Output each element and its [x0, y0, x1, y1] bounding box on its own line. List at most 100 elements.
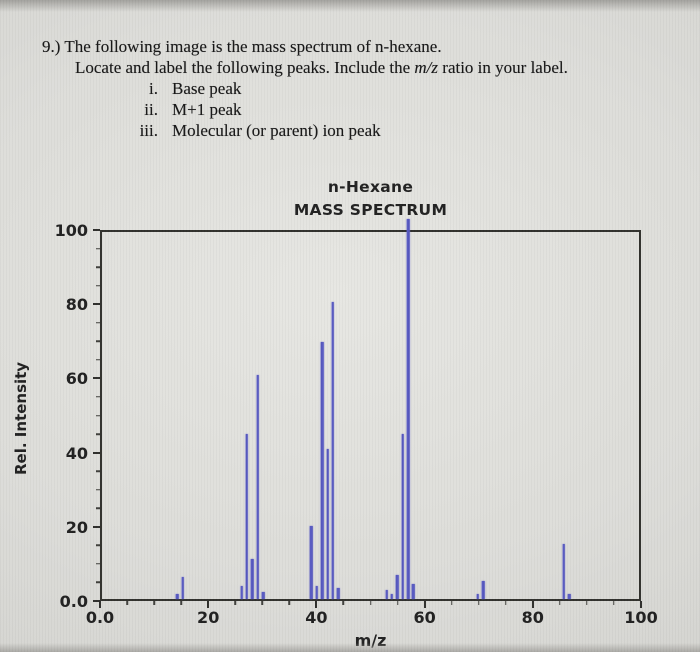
peak-mz-14	[175, 593, 179, 599]
x-tick-label-40: 40	[305, 608, 328, 627]
question-item-3: iii. Molecular (or parent) ion peak	[42, 120, 672, 141]
y-tick-label-60: 60	[65, 369, 88, 389]
y-major-tick-100	[93, 229, 100, 231]
peak-mz-71	[482, 580, 485, 599]
x-minor-tick-55	[396, 601, 399, 605]
question-number: 9.)	[42, 37, 61, 56]
peak-mz-55	[396, 575, 399, 599]
mz-italic: m/z	[414, 58, 439, 77]
y-axis-ticks	[91, 229, 100, 602]
x-tick-label-80: 80	[521, 608, 544, 627]
x-major-tick-40	[315, 601, 318, 608]
item-numeral: i.	[149, 79, 158, 98]
peak-mz-27	[245, 433, 249, 599]
y-tick-label-40: 40	[65, 443, 88, 463]
x-minor-tick-85	[559, 601, 561, 605]
peak-mz-43	[331, 301, 335, 599]
x-minor-tick-70	[477, 601, 480, 605]
y-minor-tick-25	[96, 507, 100, 509]
y-tick-label-20: 20	[65, 517, 88, 537]
y-major-tick-60	[93, 377, 100, 380]
peak-mz-26	[240, 586, 243, 599]
y-minor-tick-35	[96, 470, 100, 472]
x-minor-tick-50	[369, 601, 372, 605]
y-major-tick-40	[93, 451, 100, 454]
photo-bottom-shadow	[0, 643, 700, 652]
x-major-tick-0	[99, 601, 101, 608]
y-minor-tick-85	[96, 284, 100, 287]
y-minor-tick-50	[96, 414, 100, 417]
x-minor-tick-5	[126, 601, 128, 605]
peak-mz-40	[315, 586, 319, 599]
y-axis-title: Rel. Intensity	[12, 361, 30, 475]
x-major-tick-100	[640, 601, 642, 608]
peak-mz-15	[181, 576, 184, 599]
x-tick-label-100: 100	[624, 608, 658, 627]
x-tick-label-20: 20	[197, 608, 220, 627]
x-tick-label-60: 60	[413, 608, 436, 627]
y-minor-tick-30	[96, 488, 100, 491]
y-minor-tick-10	[96, 563, 100, 565]
peak-mz-41	[320, 342, 324, 599]
x-minor-tick-35	[288, 601, 291, 605]
item-numeral: iii.	[139, 121, 158, 140]
x-major-tick-80	[531, 601, 534, 608]
item-label: M+1 peak	[172, 100, 242, 119]
y-minor-tick-45	[96, 433, 100, 435]
question-block: 9.) The following image is the mass spec…	[42, 36, 672, 141]
question-line2: Locate and label the following peaks. In…	[75, 58, 568, 77]
y-minor-tick-65	[96, 359, 100, 361]
y-major-tick-0	[93, 600, 100, 602]
x-minor-tick-45	[342, 601, 345, 605]
peak-mz-44	[337, 588, 340, 599]
x-axis-ticks	[99, 601, 642, 610]
peak-mz-87	[567, 593, 571, 599]
item-label: Molecular (or parent) ion peak	[172, 121, 381, 140]
peak-mz-86	[562, 543, 566, 599]
x-minor-tick-95	[613, 601, 615, 605]
item-label: Base peak	[172, 79, 242, 98]
peak-mz-42	[326, 448, 329, 599]
chart-title: n-Hexane MASS SPECTRUM	[100, 176, 641, 222]
spectrum-peaks	[102, 219, 639, 599]
question-item-1: i. Base peak	[42, 78, 672, 99]
peak-mz-70	[476, 593, 480, 599]
peak-mz-54	[390, 593, 394, 599]
x-minor-tick-90	[586, 601, 588, 605]
peak-mz-58	[412, 584, 415, 599]
y-tick-label-80: 80	[65, 295, 88, 315]
x-minor-tick-10	[153, 601, 155, 605]
y-major-tick-20	[93, 525, 100, 528]
question-line1: 9.) The following image is the mass spec…	[42, 37, 442, 56]
y-minor-tick-75	[96, 322, 100, 324]
plot-area	[100, 219, 641, 601]
x-tick-label-0: 0.0	[85, 608, 115, 627]
x-minor-tick-75	[505, 601, 507, 605]
x-minor-tick-30	[261, 601, 264, 605]
y-major-tick-80	[93, 303, 100, 306]
photo-top-shadow	[0, 0, 700, 12]
y-minor-tick-95	[96, 247, 100, 250]
y-minor-tick-15	[96, 544, 100, 547]
x-major-tick-20	[207, 601, 210, 608]
question-item-2: ii. M+1 peak	[42, 99, 672, 120]
y-tick-label-100: 100	[54, 221, 88, 240]
y-minor-tick-55	[96, 396, 100, 398]
y-minor-tick-90	[96, 266, 100, 268]
y-axis-tick-labels: 100 80 60 40 20 0.0	[30, 221, 88, 611]
item-numeral: ii.	[144, 100, 158, 119]
chart-title-line1: n-Hexane	[327, 178, 414, 196]
x-minor-tick-65	[450, 601, 453, 605]
question-items: i. Base peak ii. M+1 peak iii. Molecular (or …	[42, 78, 672, 141]
y-tick-label-0: 0.0	[59, 592, 88, 611]
y-minor-tick-5	[96, 581, 100, 584]
peak-mz-57	[406, 219, 410, 599]
x-minor-tick-25	[234, 601, 236, 605]
peak-mz-53	[385, 589, 388, 599]
chart-title-line2: MASS SPECTRUM	[293, 201, 448, 219]
y-minor-tick-70	[96, 340, 100, 343]
peak-mz-56	[401, 433, 404, 599]
x-minor-tick-15	[180, 601, 182, 605]
peak-mz-30	[261, 591, 265, 599]
